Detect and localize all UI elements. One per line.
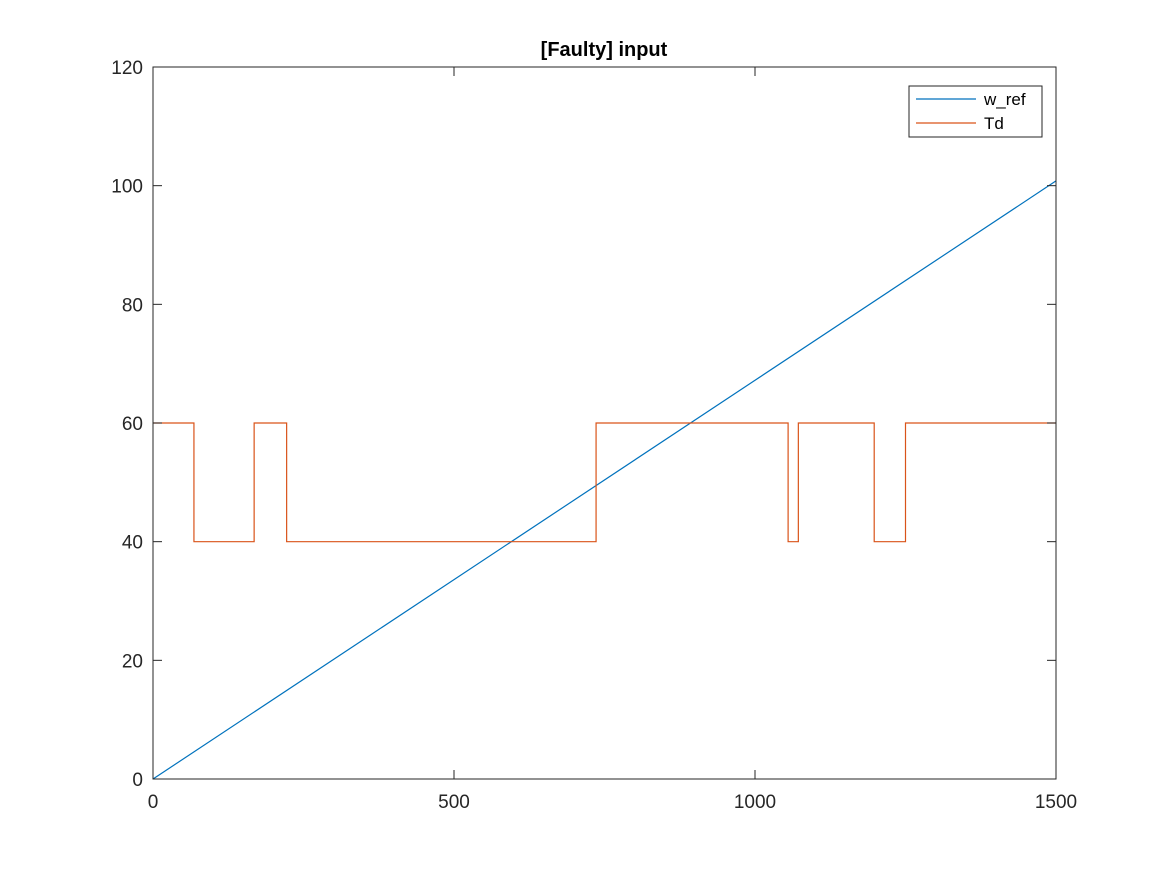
x-tick-label: 0 [148,792,159,813]
x-tick-label: 500 [438,792,470,813]
y-tick-label: 120 [111,58,143,79]
x-tick-label: 1500 [1035,792,1077,813]
y-tick-label: 100 [111,177,143,198]
y-tick-label: 20 [122,651,143,672]
legend-entry-label: Td [984,114,1004,133]
plot-area [152,67,1057,780]
y-tick-label: 60 [122,414,143,435]
x-tick-label: 1000 [734,792,776,813]
y-tick-label: 40 [122,533,143,554]
legend-entry-label: w_ref [983,90,1026,109]
legend-box [908,85,1043,138]
y-tick-label: 80 [122,295,143,316]
y-tick-label: 0 [132,770,143,791]
axes: 0 500 1000 1500 0 20 40 60 80 100 120 [111,58,1077,813]
chart-title: [Faulty] input [541,39,668,61]
legend: w_ref Td [908,85,1043,138]
series-line-w-ref [152,180,1057,780]
series-line-td [153,422,1056,543]
